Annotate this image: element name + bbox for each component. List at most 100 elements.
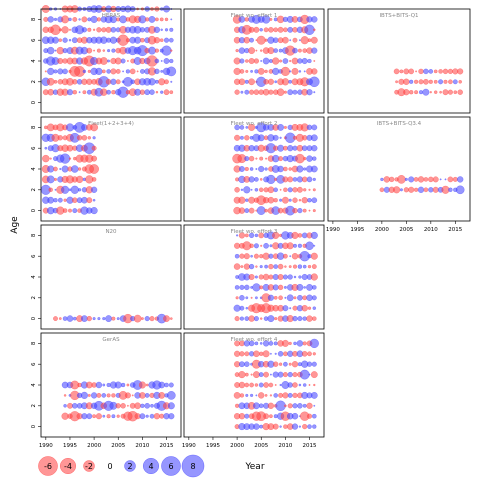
residual-bubble	[288, 265, 292, 269]
residual-bubble	[99, 57, 108, 65]
residual-bubble	[120, 382, 126, 388]
residual-bubble	[409, 90, 414, 95]
residual-bubble	[292, 403, 298, 409]
residual-bubble	[239, 351, 245, 357]
y-tick-label: 6	[31, 146, 37, 150]
residual-bubble	[257, 68, 265, 75]
panel-frame	[183, 8, 325, 114]
residual-bubble	[441, 185, 450, 194]
residual-bubble	[131, 394, 134, 397]
residual-bubble	[53, 177, 58, 181]
residual-bubble	[120, 58, 126, 64]
panel-title: Fleet(1+2+3+4)	[88, 121, 134, 127]
residual-bubble	[66, 89, 74, 96]
residual-bubble	[248, 155, 255, 162]
residual-bubble	[72, 197, 78, 203]
residual-bubble	[310, 36, 318, 44]
residual-bubble	[140, 37, 145, 43]
residual-bubble	[167, 402, 175, 410]
residual-bubble	[149, 89, 155, 95]
residual-bubble	[234, 316, 240, 322]
residual-bubble	[159, 38, 164, 43]
residual-bubble	[92, 28, 96, 31]
panel-title: Fleet wo. effort 3	[231, 229, 278, 235]
panel-3: Fleet(1+2+3+4) 0 2 4 6 8	[31, 116, 182, 222]
residual-bubble	[277, 351, 284, 357]
residual-bubble	[148, 78, 156, 86]
residual-bubble	[297, 208, 303, 214]
residual-bubble	[68, 38, 72, 42]
residual-bubble	[233, 67, 241, 75]
residual-bubble	[154, 58, 160, 64]
residual-bubble	[306, 284, 313, 291]
residual-bubble	[44, 146, 48, 150]
residual-bubble	[262, 88, 270, 96]
residual-bubble	[257, 134, 265, 142]
residual-bubble	[292, 47, 298, 54]
residual-bubble	[311, 197, 318, 204]
residual-bubble	[297, 48, 302, 53]
residual-bubble	[273, 361, 279, 367]
residual-bubble	[253, 58, 260, 64]
residual-bubble	[81, 27, 88, 33]
residual-bubble	[291, 412, 299, 420]
residual-bubble	[313, 404, 316, 407]
residual-bubble	[249, 89, 255, 95]
residual-bubble	[268, 382, 274, 388]
residual-bubble	[244, 208, 250, 213]
x-tick-label: 2015	[303, 443, 317, 449]
legend-label: -2	[85, 462, 93, 471]
residual-bubble	[126, 60, 129, 62]
residual-bubble	[102, 414, 106, 418]
residual-bubble	[297, 316, 303, 322]
residual-bubble	[269, 352, 272, 355]
residual-bubble	[91, 155, 98, 162]
residual-bubble	[244, 89, 250, 95]
residual-bubble	[102, 317, 106, 321]
residual-bubble	[302, 423, 308, 430]
residual-bubble	[288, 79, 293, 84]
residual-bubble	[264, 208, 268, 213]
residual-bubble	[277, 26, 284, 33]
residual-bubble	[92, 414, 97, 419]
legend-label: 6	[168, 462, 173, 471]
residual-bubble	[267, 47, 275, 55]
residual-bubble	[310, 371, 318, 378]
residual-bubble	[254, 341, 259, 346]
residual-bubble	[259, 424, 264, 429]
residual-bubble	[307, 58, 312, 64]
residual-bubble	[61, 26, 69, 34]
residual-bubble	[259, 285, 264, 290]
residual-bubble	[292, 145, 298, 151]
residual-bubble	[68, 17, 72, 22]
residual-bubble	[259, 254, 264, 259]
y-tick-label: 8	[31, 17, 37, 21]
residual-bubble	[303, 286, 306, 289]
residual-bubble	[67, 402, 73, 409]
residual-bubble	[279, 425, 282, 428]
residual-bubble	[139, 392, 146, 399]
residual-bubble	[250, 254, 253, 258]
residual-bubble	[307, 38, 312, 43]
residual-bubble	[87, 136, 92, 140]
residual-bubble	[273, 295, 278, 300]
residual-bubble	[263, 413, 269, 420]
residual-bubble	[297, 403, 303, 409]
residual-bubble	[301, 57, 308, 65]
residual-bubble	[389, 176, 395, 183]
residual-bubble	[80, 391, 88, 399]
residual-bubble	[447, 68, 454, 75]
residual-bubble	[107, 49, 111, 53]
residual-bubble	[244, 413, 250, 419]
residual-bubble	[87, 17, 92, 22]
residual-bubble	[107, 59, 111, 63]
x-tick-label: 2010	[135, 443, 149, 449]
residual-bubble	[423, 187, 429, 193]
legend-label: 4	[148, 462, 153, 471]
residual-bubble	[309, 76, 320, 88]
residual-bubble	[124, 392, 131, 399]
residual-bubble	[110, 68, 117, 75]
residual-bubble	[448, 79, 453, 85]
residual-bubble	[234, 253, 240, 259]
